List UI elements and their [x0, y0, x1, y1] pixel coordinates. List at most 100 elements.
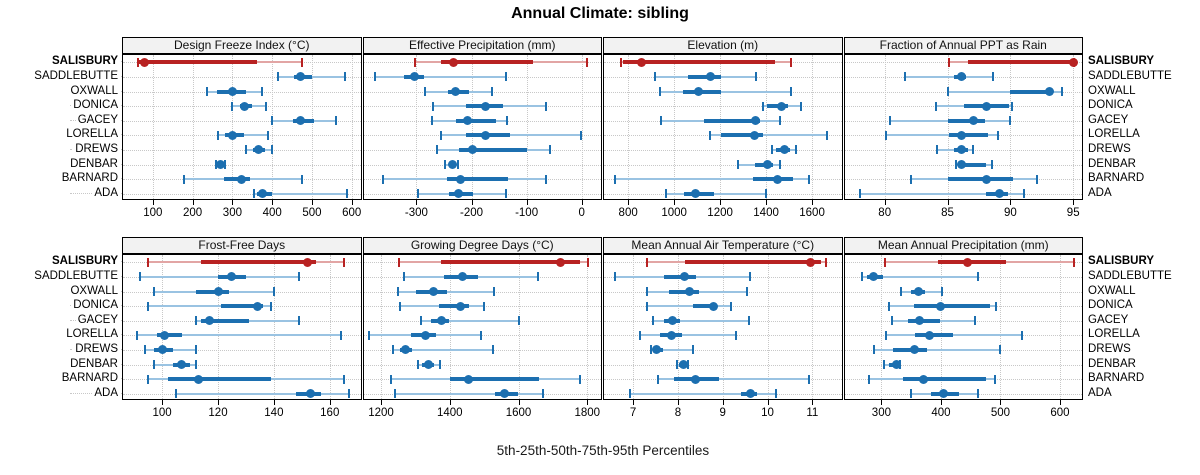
- percentile-whisker: [657, 378, 809, 381]
- axis-tick-label: 600: [1050, 407, 1070, 419]
- whisker-cap-low: [430, 116, 433, 126]
- percentile-whisker: [859, 192, 1025, 195]
- station-label-right: OXWALL: [1086, 283, 1138, 298]
- whisker-cap-high: [298, 272, 301, 282]
- v-gridline: [1010, 55, 1012, 201]
- percentile-whisker: [441, 134, 581, 137]
- v-gridline: [1073, 55, 1075, 201]
- percentile-whisker: [392, 348, 493, 351]
- whisker-cap-low: [675, 360, 678, 369]
- axis-tick: [722, 400, 724, 405]
- whisker-cap-low: [231, 101, 234, 111]
- whisker-cap-high: [998, 345, 1001, 355]
- whisker-cap-low: [423, 87, 426, 96]
- median-dot: [909, 345, 919, 355]
- axis-tick-label: 1600: [505, 407, 532, 419]
- whisker-cap-high: [807, 374, 810, 384]
- whisker-cap-low: [858, 189, 861, 199]
- h-gridline: [604, 149, 842, 151]
- v-gridline: [351, 55, 353, 201]
- whisker-cap-low: [867, 374, 870, 384]
- axis-tick-label: 9: [719, 407, 726, 419]
- v-gridline: [581, 55, 583, 201]
- whisker-cap-high: [224, 160, 227, 169]
- whisker-cap-high: [517, 316, 520, 326]
- v-gridline: [628, 55, 630, 201]
- median-dot: [302, 257, 312, 267]
- whisker-cap-low: [244, 145, 247, 155]
- interquartile-bar: [915, 333, 954, 338]
- v-gridline: [218, 255, 219, 401]
- v-gridline: [526, 55, 528, 201]
- interquartile-bar: [704, 118, 760, 123]
- median-dot: [773, 174, 783, 184]
- whisker-cap-low: [414, 57, 417, 67]
- percentile-whisker: [653, 319, 750, 322]
- whisker-cap-high: [941, 287, 944, 296]
- interquartile-bar: [456, 118, 497, 123]
- whisker-cap-low: [252, 189, 255, 199]
- axis-tick-label: 140: [264, 407, 284, 419]
- whisker-cap-high: [976, 272, 979, 282]
- panel-strip: Growing Degree Days (°C): [362, 237, 602, 254]
- interquartile-bar: [684, 260, 822, 265]
- panel-strip: Fraction of Annual PPT as Rain: [843, 37, 1083, 54]
- median-dot: [750, 130, 760, 140]
- median-dot: [869, 272, 879, 282]
- axis-tick: [232, 200, 234, 205]
- station-label-left: ADA: [92, 185, 120, 200]
- v-gridline: [812, 255, 814, 401]
- whisker-cap-low: [645, 301, 648, 311]
- percentile-whisker: [394, 392, 543, 395]
- median-dot: [177, 360, 187, 369]
- percentile-whisker: [873, 348, 1000, 351]
- median-dot: [956, 145, 966, 155]
- median-dot: [467, 145, 477, 155]
- median-dot: [295, 72, 305, 82]
- whisker-cap-low: [872, 345, 875, 355]
- whisker-cap-high: [789, 87, 792, 96]
- median-dot: [994, 189, 1004, 199]
- station-label-left: BARNARD: [59, 371, 120, 386]
- axis-tick: [587, 400, 589, 405]
- whisker-cap-high: [272, 287, 275, 296]
- v-gridline: [766, 55, 768, 201]
- whisker-cap-low: [382, 174, 385, 184]
- panel-strip-title: Design Freeze Index (°C): [173, 38, 310, 52]
- median-dot: [410, 72, 420, 82]
- h-gridline: [123, 349, 361, 351]
- median-dot: [205, 316, 215, 326]
- axis-tick: [767, 400, 769, 405]
- whisker-cap-low: [946, 87, 949, 96]
- whisker-cap-high: [194, 345, 197, 355]
- median-dot: [227, 87, 237, 96]
- percentile-whisker: [639, 334, 737, 337]
- whisker-cap-high: [735, 330, 738, 340]
- station-label-left: DONICA: [71, 98, 120, 113]
- whisker-cap-low: [614, 174, 617, 184]
- median-dot: [693, 87, 703, 96]
- v-gridline: [587, 255, 589, 401]
- percentile-whisker: [629, 392, 776, 395]
- interquartile-bar: [948, 133, 988, 138]
- median-dot: [981, 101, 991, 111]
- v-gridline: [152, 55, 154, 201]
- station-label-left: DONICA: [71, 298, 120, 313]
- axis-tick-label: 1800: [574, 407, 601, 419]
- whisker-cap-low: [628, 389, 631, 399]
- v-gridline: [449, 255, 451, 401]
- whisker-cap-high: [1009, 116, 1012, 126]
- station-label-left: DENBAR: [68, 356, 120, 371]
- axis-tick: [273, 400, 275, 405]
- axis-tick-label: 100: [143, 207, 163, 219]
- whisker-cap-high: [976, 389, 979, 399]
- axis-tick-label: 160: [320, 407, 340, 419]
- whisker-cap-low: [417, 189, 420, 199]
- axis-tick: [272, 200, 274, 205]
- median-dot: [420, 330, 430, 340]
- whisker-cap-low: [909, 389, 912, 399]
- station-label-right: OXWALL: [1086, 83, 1138, 98]
- percentile-whisker: [660, 90, 791, 93]
- axis-tick: [812, 400, 814, 405]
- axis-tick: [381, 400, 383, 405]
